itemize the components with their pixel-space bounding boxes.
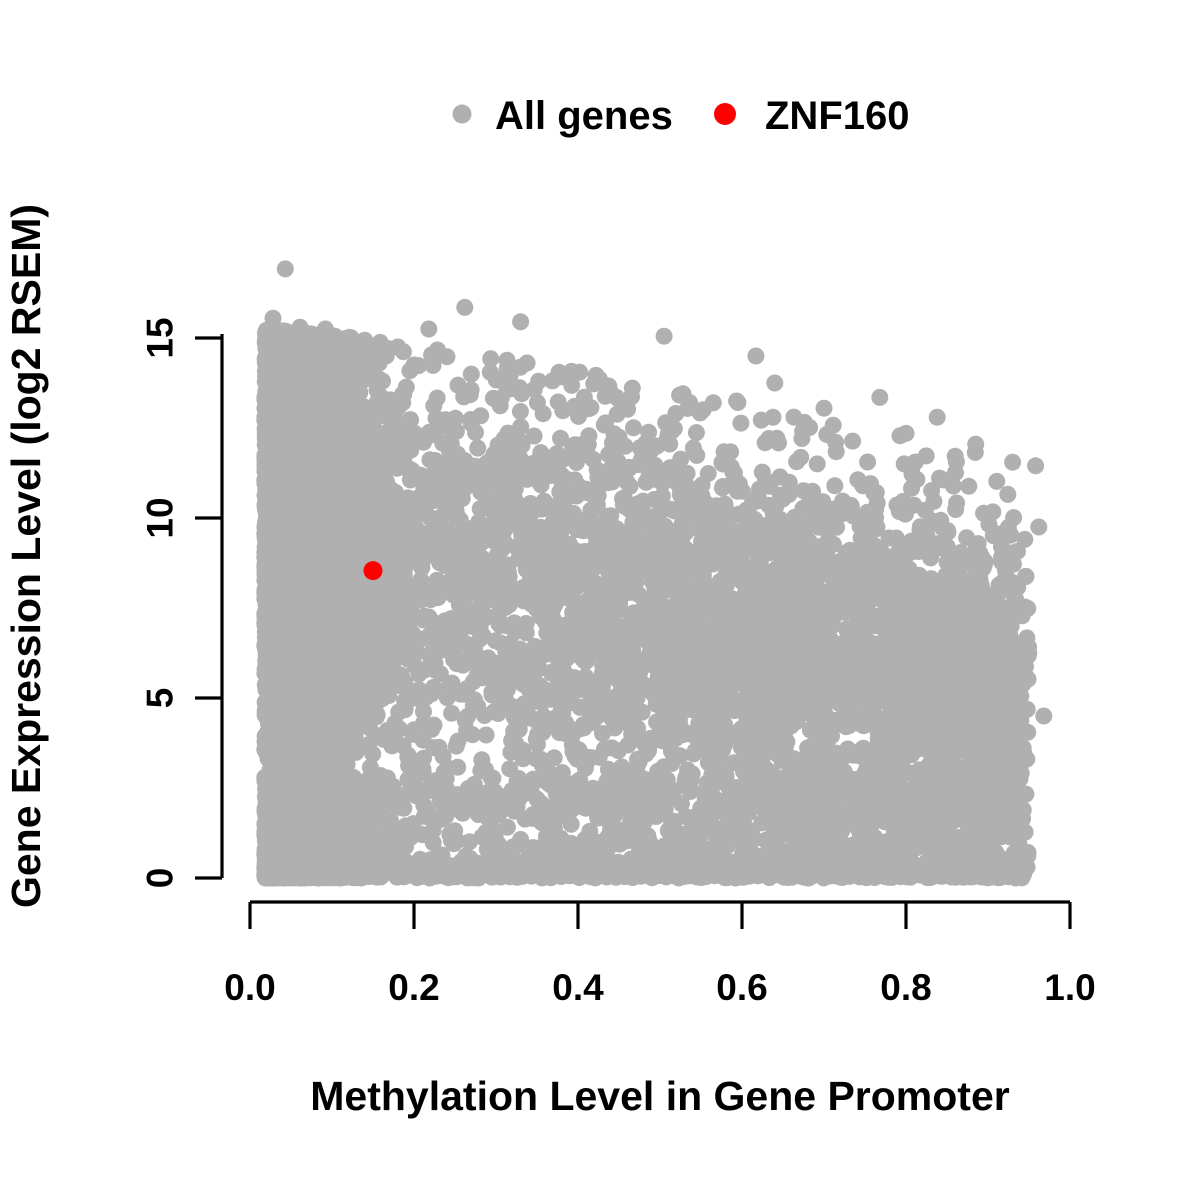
all-genes-point-cloud <box>256 260 1053 887</box>
y-axis-tick-labels: 0 5 10 15 <box>140 317 181 888</box>
legend-label-znf160: ZNF160 <box>765 94 910 138</box>
legend-label-all-genes: All genes <box>495 94 673 138</box>
x-tick-label-5: 1.0 <box>1044 967 1095 1008</box>
znf160-data-point[interactable] <box>363 561 383 581</box>
y-axis <box>195 334 224 880</box>
y-tick-label-2: 10 <box>140 497 181 538</box>
legend: All genes ZNF160 <box>452 94 910 138</box>
y-tick-label-0: 0 <box>140 868 181 889</box>
legend-gray-dot-icon <box>452 104 472 124</box>
y-axis-title: Gene Expression Level (log2 RSEM) <box>3 204 49 908</box>
x-axis <box>248 900 1072 929</box>
x-axis-tick-labels: 0.0 0.2 0.4 0.6 0.8 1.0 <box>224 967 1095 1008</box>
x-axis-title: Methylation Level in Gene Promoter <box>310 1073 1009 1119</box>
legend-red-dot-icon <box>714 103 736 125</box>
x-tick-label-4: 0.8 <box>880 967 931 1008</box>
y-tick-label-3: 15 <box>140 317 181 358</box>
x-tick-label-2: 0.4 <box>552 967 604 1008</box>
znf160-highlight-point[interactable] <box>363 561 383 581</box>
x-axis-ticks <box>248 902 1072 929</box>
y-tick-label-1: 5 <box>140 688 181 709</box>
x-tick-label-3: 0.6 <box>716 967 767 1008</box>
y-axis-ticks <box>195 336 222 880</box>
x-tick-label-1: 0.2 <box>388 967 439 1008</box>
x-tick-label-0: 0.0 <box>224 967 275 1008</box>
